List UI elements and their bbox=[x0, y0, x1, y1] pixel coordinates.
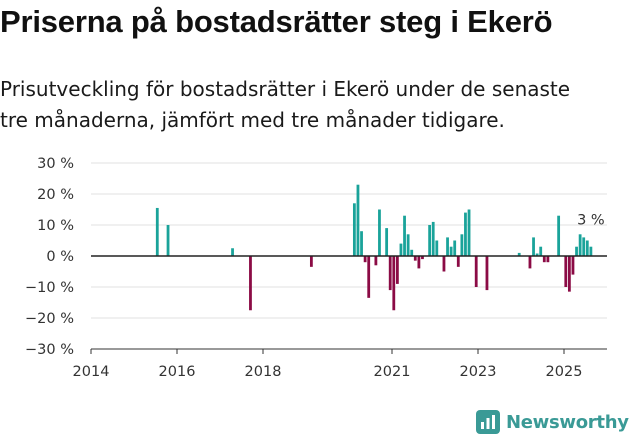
newsworthy-logo: Newsworthy bbox=[476, 408, 629, 436]
bar bbox=[363, 256, 367, 263]
chart-subtitle: Prisutveckling för bostadsrätter i Ekerö… bbox=[0, 74, 631, 136]
bar bbox=[388, 256, 392, 291]
newsworthy-logo-text: Newsworthy bbox=[506, 411, 629, 433]
subtitle-line-1: Prisutveckling för bostadsrätter i Ekerö… bbox=[0, 77, 571, 101]
bar bbox=[460, 234, 464, 256]
x-tick-label: 2025 bbox=[546, 364, 583, 380]
y-tick-label: −20 % bbox=[25, 311, 74, 327]
bar bbox=[428, 225, 432, 256]
newsworthy-logo-icon bbox=[476, 410, 500, 434]
x-tick-label: 2021 bbox=[374, 364, 411, 380]
bar bbox=[442, 256, 446, 272]
x-tick-label: 2023 bbox=[460, 364, 497, 380]
latest-value-label: 3 % bbox=[577, 213, 605, 229]
y-tick-label: 0 % bbox=[46, 249, 74, 265]
y-tick-label: 10 % bbox=[37, 218, 74, 234]
bar bbox=[546, 256, 550, 263]
bar bbox=[578, 234, 582, 256]
bar bbox=[374, 256, 378, 266]
bar bbox=[413, 256, 417, 261]
bar bbox=[410, 249, 414, 256]
bar bbox=[571, 256, 575, 275]
bar bbox=[535, 253, 539, 256]
bar bbox=[564, 256, 568, 287]
bar bbox=[406, 234, 410, 256]
bar bbox=[528, 256, 532, 269]
bar bbox=[567, 256, 571, 292]
x-tick-label: 2018 bbox=[245, 364, 282, 380]
bar bbox=[392, 256, 396, 311]
bar bbox=[395, 256, 399, 284]
bar bbox=[155, 207, 159, 256]
bar bbox=[517, 252, 521, 256]
bar bbox=[453, 240, 457, 256]
x-tick-label: 2014 bbox=[73, 364, 110, 380]
bar bbox=[532, 237, 535, 256]
bar bbox=[435, 240, 439, 256]
bar bbox=[449, 246, 453, 256]
bar bbox=[575, 246, 578, 256]
y-tick-label: 20 % bbox=[37, 187, 74, 203]
bar bbox=[557, 215, 561, 256]
bar bbox=[485, 256, 489, 291]
bar bbox=[582, 237, 586, 256]
bar bbox=[585, 240, 589, 256]
bar bbox=[417, 256, 421, 269]
bar bbox=[231, 248, 234, 256]
bar bbox=[464, 212, 467, 256]
bar bbox=[421, 256, 424, 260]
bar bbox=[309, 256, 313, 267]
y-tick-label: −10 % bbox=[25, 280, 74, 296]
subtitle-line-2: tre månaderna, jämfört med tre månader t… bbox=[0, 108, 505, 132]
bar bbox=[467, 209, 471, 256]
bar bbox=[456, 256, 460, 267]
bar bbox=[446, 237, 449, 256]
bar bbox=[385, 228, 389, 256]
bar bbox=[399, 243, 403, 256]
y-tick-label: 30 % bbox=[37, 156, 74, 172]
bar bbox=[431, 221, 435, 256]
bar bbox=[403, 215, 406, 256]
bar bbox=[166, 225, 170, 256]
bar bbox=[589, 246, 593, 256]
y-tick-label: −30 % bbox=[25, 342, 74, 358]
bar bbox=[378, 209, 381, 256]
bar bbox=[539, 246, 543, 256]
bar bbox=[352, 203, 356, 256]
bar bbox=[360, 231, 363, 256]
bar bbox=[542, 256, 546, 263]
bar bbox=[474, 256, 478, 287]
bar bbox=[249, 256, 252, 311]
bar bbox=[367, 256, 371, 298]
chart-title: Priserna på bostadsrätter steg i Ekerö bbox=[0, 4, 553, 39]
x-tick-label: 2016 bbox=[159, 364, 196, 380]
bar bbox=[356, 184, 360, 256]
